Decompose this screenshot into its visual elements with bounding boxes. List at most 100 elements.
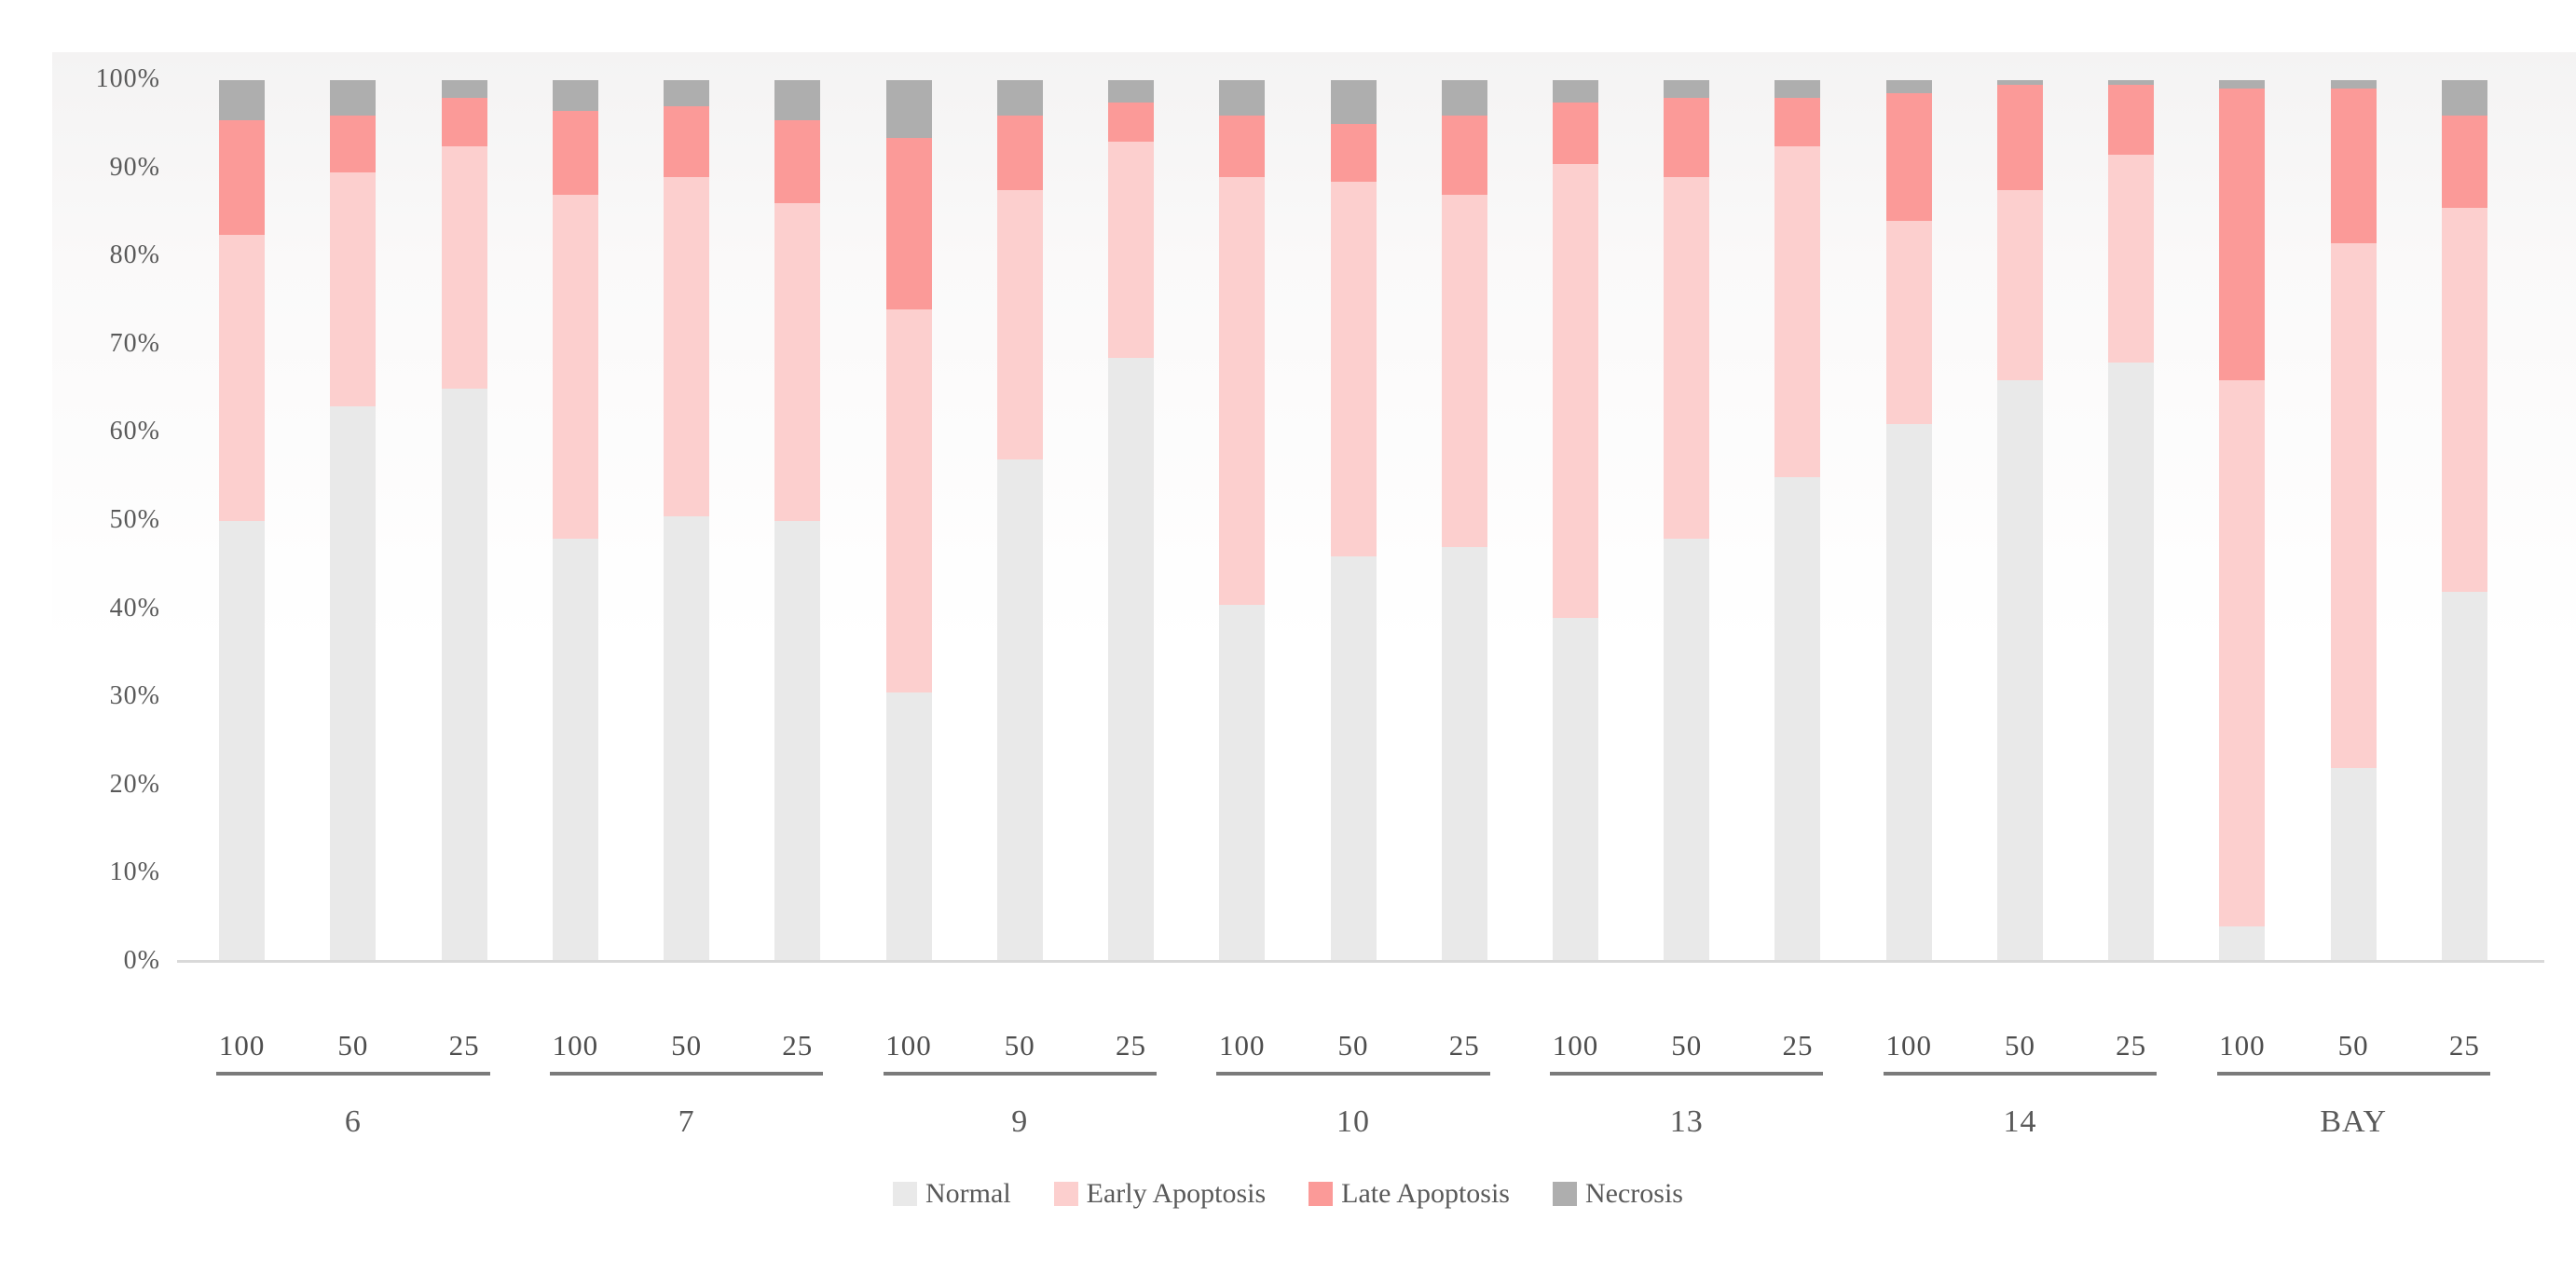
- bar-slot-7-50: [631, 80, 742, 962]
- segment-early-apoptosis: [996, 190, 1043, 459]
- bar-group-6: [186, 80, 520, 962]
- y-tick-label-10: 10%: [109, 857, 160, 887]
- bar-slot-7-25: [742, 80, 853, 962]
- stacked-bar-9-100: [885, 80, 932, 962]
- group-underline-cell-BAY: [2186, 1072, 2520, 1077]
- stacked-bar-10-100: [1219, 80, 1266, 962]
- segment-necrosis: [1108, 80, 1155, 103]
- dose-label-group-9: 100 50 25: [853, 1023, 1186, 1068]
- segment-early-apoptosis: [885, 308, 932, 693]
- stacked-bar-7-50: [664, 80, 710, 962]
- segment-late-apoptosis: [2219, 89, 2266, 380]
- y-tick-label-60: 60%: [109, 417, 160, 446]
- bar-slot-10-50: [1297, 80, 1408, 962]
- dose-label-10-50: 50: [1337, 1029, 1369, 1062]
- y-tick-label-50: 50%: [109, 505, 160, 534]
- segment-early-apoptosis: [664, 177, 710, 517]
- segment-necrosis: [1330, 80, 1377, 125]
- bar-slot-9-25: [1076, 80, 1186, 962]
- group-label-BAY: BAY: [2320, 1104, 2387, 1139]
- segment-late-apoptosis: [1885, 93, 1932, 222]
- group-underline-7: [549, 1072, 824, 1076]
- dose-label-13-100: 100: [1552, 1029, 1599, 1062]
- bar-slot-13-100: [1520, 80, 1631, 962]
- segment-late-apoptosis: [2441, 115, 2487, 209]
- segment-late-apoptosis: [1441, 115, 1487, 195]
- segment-late-apoptosis: [2108, 84, 2155, 156]
- group-underline-14: [1883, 1072, 2158, 1076]
- dose-label-14-50: 50: [2004, 1029, 2035, 1062]
- legend-item-normal: Normal: [893, 1178, 1011, 1210]
- segment-necrosis: [1664, 80, 1710, 98]
- legend-label: Normal: [925, 1178, 1011, 1209]
- dose-label-group-10: 100 50 25: [1186, 1023, 1520, 1068]
- stacked-bar-7-25: [774, 80, 821, 962]
- segment-normal: [1996, 379, 2043, 962]
- legend: Normal Early Apoptosis Late Apoptosis Necro…: [0, 1178, 2576, 1210]
- segment-necrosis: [2441, 80, 2487, 116]
- segment-necrosis: [664, 80, 710, 107]
- bar-slot-6-100: [186, 80, 297, 962]
- segment-late-apoptosis: [1996, 84, 2043, 191]
- segment-normal: [1330, 555, 1377, 962]
- segment-early-apoptosis: [2441, 208, 2487, 592]
- bar-slot-13-25: [1742, 80, 1853, 962]
- dose-label-14-100: 100: [1885, 1029, 1932, 1062]
- segment-normal: [2108, 362, 2155, 962]
- segment-late-apoptosis: [441, 97, 487, 146]
- legend-item-necrosis: Necrosis: [1552, 1178, 1683, 1210]
- group-underline-10: [1216, 1072, 1490, 1076]
- y-tick-label-100: 100%: [95, 64, 160, 93]
- segment-necrosis: [2219, 80, 2266, 89]
- segment-late-apoptosis: [1108, 102, 1155, 143]
- stacked-bar-BAY-50: [2330, 80, 2377, 962]
- group-underline-cell-9: [853, 1072, 1186, 1077]
- segment-late-apoptosis: [1552, 102, 1598, 164]
- group-underline-6: [216, 1072, 490, 1076]
- stacked-bar-BAY-25: [2441, 80, 2487, 962]
- dose-label-7-100: 100: [552, 1029, 599, 1062]
- group-underline-BAY: [2216, 1072, 2490, 1076]
- segment-normal: [1108, 358, 1155, 962]
- legend-label: Early Apoptosis: [1086, 1178, 1267, 1209]
- bar-slot-14-25: [2076, 80, 2186, 962]
- group-label-7: 7: [678, 1104, 695, 1139]
- stacked-bar-7-100: [552, 80, 598, 962]
- dose-label-BAY-50: 50: [2337, 1029, 2369, 1062]
- dose-label-9-25: 25: [1116, 1029, 1147, 1062]
- group-label-14: 14: [2003, 1104, 2037, 1139]
- segment-early-apoptosis: [1219, 177, 1266, 605]
- segment-normal: [1552, 618, 1598, 962]
- bar-group-7: [520, 80, 854, 962]
- legend-swatch-icon: [1552, 1182, 1577, 1206]
- bar-group-BAY: [2186, 80, 2520, 962]
- stacked-bar-9-25: [1108, 80, 1155, 962]
- dose-label-6-100: 100: [218, 1029, 266, 1062]
- segment-normal: [219, 521, 266, 962]
- group-label-cell-10: 10: [1186, 1096, 1520, 1148]
- segment-normal: [552, 538, 598, 962]
- group-underline-9: [883, 1072, 1157, 1076]
- segment-necrosis: [552, 80, 598, 112]
- segment-necrosis: [774, 80, 821, 120]
- segment-necrosis: [1774, 80, 1821, 98]
- stacked-bar-BAY-100: [2219, 80, 2266, 962]
- bar-slot-BAY-100: [2186, 80, 2297, 962]
- dose-label-6-25: 25: [448, 1029, 480, 1062]
- segment-early-apoptosis: [552, 194, 598, 539]
- group-label-cell-14: 14: [1854, 1096, 2187, 1148]
- group-label-9: 9: [1011, 1104, 1029, 1139]
- segment-normal: [996, 459, 1043, 962]
- legend-swatch-icon: [1309, 1182, 1334, 1206]
- y-tick-label-70: 70%: [109, 328, 160, 358]
- legend-swatch-icon: [893, 1182, 918, 1206]
- bar-slot-BAY-25: [2409, 80, 2520, 962]
- group-label-cell-13: 13: [1520, 1096, 1854, 1148]
- dose-label-group-13: 100 50 25: [1520, 1023, 1854, 1068]
- bar-slot-10-100: [1186, 80, 1297, 962]
- dose-label-9-100: 100: [885, 1029, 932, 1062]
- segment-late-apoptosis: [219, 119, 266, 235]
- stacked-bar-10-25: [1441, 80, 1487, 962]
- segment-early-apoptosis: [2330, 243, 2377, 768]
